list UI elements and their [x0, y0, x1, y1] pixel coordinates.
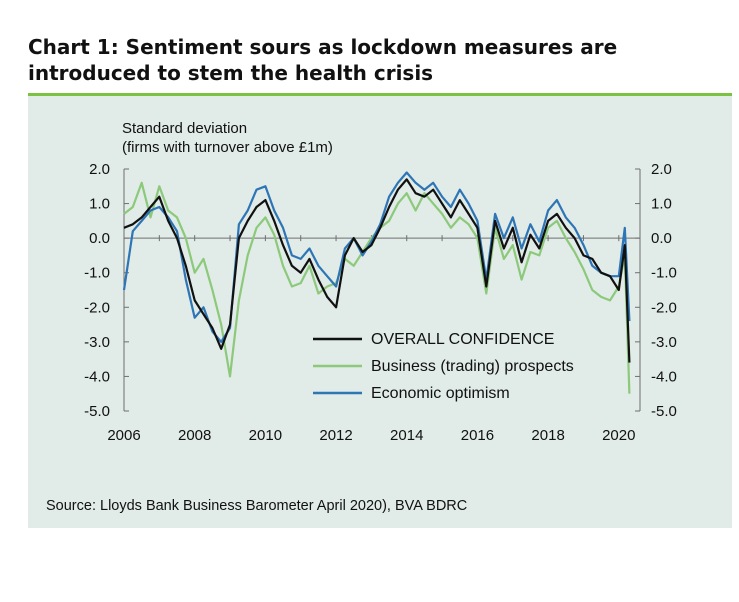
- y-tick-label-left: -5.0: [84, 403, 110, 420]
- x-tick-label: 2018: [531, 427, 564, 444]
- x-tick-label: 2008: [178, 427, 211, 444]
- x-tick-label: 2010: [249, 427, 282, 444]
- y-tick-label-right: -2.0: [651, 299, 677, 316]
- y-tick-label-right: -4.0: [651, 368, 677, 385]
- legend-label: OVERALL CONFIDENCE: [371, 331, 554, 348]
- y-tick-label-right: -5.0: [651, 403, 677, 420]
- x-tick-label: 2012: [319, 427, 352, 444]
- y-axis-label-sub: (firms with turnover above £1m): [122, 139, 333, 156]
- y-tick-label-right: 0.0: [651, 230, 672, 247]
- title-underline: [28, 93, 732, 96]
- legend-label: Business (trading) prospects: [371, 358, 574, 375]
- x-tick-label: 2016: [461, 427, 494, 444]
- y-tick-label-left: -1.0: [84, 265, 110, 282]
- chart-title: Chart 1: Sentiment sours as lockdown mea…: [28, 35, 618, 85]
- y-axis-label: Standard deviation: [122, 120, 247, 137]
- y-tick-label-right: -1.0: [651, 265, 677, 282]
- y-tick-label-right: 1.0: [651, 196, 672, 213]
- x-tick-label: 2014: [390, 427, 423, 444]
- y-tick-label-left: -4.0: [84, 368, 110, 385]
- y-tick-label-left: -3.0: [84, 334, 110, 351]
- legend-label: Economic optimism: [371, 385, 510, 402]
- series-line-0: [123, 178, 631, 363]
- y-tick-label-right: 2.0: [651, 161, 672, 178]
- series-line-2: [122, 171, 631, 343]
- y-tick-label-left: 2.0: [89, 161, 110, 178]
- x-tick-label: 2006: [107, 427, 140, 444]
- y-tick-label-right: -3.0: [651, 334, 677, 351]
- chart-panel: [28, 96, 732, 528]
- legend: OVERALL CONFIDENCE Business (trading) pro…: [313, 331, 574, 402]
- source-note: Source: Lloyds Bank Business Barometer A…: [46, 498, 468, 514]
- x-tick-label: 2020: [602, 427, 635, 444]
- y-tick-label-left: -2.0: [84, 299, 110, 316]
- y-tick-label-left: 0.0: [89, 230, 110, 247]
- y-tick-label-left: 1.0: [89, 196, 110, 213]
